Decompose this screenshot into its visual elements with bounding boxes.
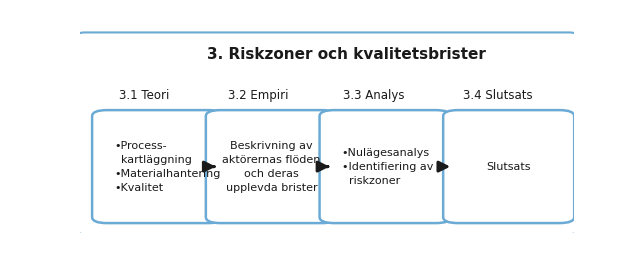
Text: 3.2 Empiri: 3.2 Empiri — [228, 90, 288, 102]
FancyBboxPatch shape — [443, 110, 574, 223]
FancyBboxPatch shape — [92, 110, 223, 223]
Text: 3.3 Analys: 3.3 Analys — [343, 90, 404, 102]
FancyBboxPatch shape — [77, 32, 577, 234]
FancyBboxPatch shape — [320, 110, 450, 223]
FancyBboxPatch shape — [206, 110, 337, 223]
Text: 3. Riskzoner och kvalitetsbrister: 3. Riskzoner och kvalitetsbrister — [207, 47, 486, 62]
Text: Beskrivning av
aktörernas flöden
och deras
upplevda brister: Beskrivning av aktörernas flöden och der… — [222, 141, 320, 193]
Text: 3.1 Teori: 3.1 Teori — [119, 90, 169, 102]
Text: Slutsats: Slutsats — [486, 162, 531, 172]
Text: •Nulägesanalys
•Identifiering av
  riskzoner: •Nulägesanalys •Identifiering av riskzon… — [342, 148, 433, 185]
Text: 3.4 Slutsats: 3.4 Slutsats — [463, 90, 532, 102]
Text: •Process-
  kartläggning
•Materialhantering
•Kvalitet: •Process- kartläggning •Materialhanterin… — [114, 141, 221, 193]
